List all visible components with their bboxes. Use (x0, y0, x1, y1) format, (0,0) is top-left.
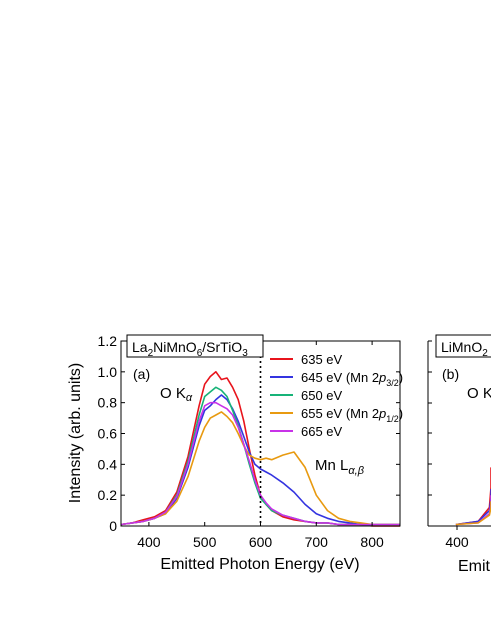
y-tick-label: 0.8 (98, 395, 118, 411)
x-tick-label: 400 (137, 534, 161, 550)
title-box-b (435, 334, 491, 358)
legend-label-645: 645 eV (Mn 2p3/2) (301, 370, 403, 388)
x-axis-title: Emitted Photon Energy (eV) (160, 556, 359, 573)
series-line-b-3 (455, 501, 491, 526)
chart-title: La2NiMnO6/SrTiO3 (132, 339, 248, 359)
x-axis-a: 400 500 600 700 800 (137, 341, 384, 550)
chart-panel-a: 400 500 600 700 800 0 0.2 0.4 0.6 0.8 1.0 1.2 La2N… (67, 333, 403, 573)
y-tick-label: 0.4 (98, 456, 118, 472)
x-tick-label-b-400: 400 (445, 534, 469, 550)
x-tick-label: 700 (305, 534, 329, 550)
chart-panel-b: 400 LiMnO2 (b) O K Emit (427, 334, 491, 575)
annotation-o-k-b: O K (467, 385, 491, 402)
x-tick-label: 600 (249, 534, 273, 550)
series-lines-b (455, 467, 491, 526)
annotation-o-k-alpha: O Kα (160, 385, 193, 404)
legend-label-665: 665 eV (301, 424, 343, 439)
y-ticks-b (428, 340, 432, 527)
y-tick-label: 0.2 (98, 487, 118, 503)
x-axis-title-b: Emit (458, 558, 491, 575)
annotation-mn-l: Mn Lα,β (315, 457, 365, 477)
x-tick-label: 500 (193, 534, 217, 550)
panel-label-a: (a) (133, 366, 150, 382)
legend-label-635: 635 eV (301, 352, 343, 367)
y-axis-a: 0 0.2 0.4 0.6 0.8 1.0 1.2 (98, 333, 400, 534)
legend-label-650: 650 eV (301, 388, 343, 403)
series-line-665 (120, 401, 400, 526)
x-tick-label: 800 (360, 534, 384, 550)
legend-label-655: 655 eV (Mn 2p1/2) (301, 406, 403, 424)
series-line-b-1 (455, 489, 491, 526)
title-box (126, 334, 264, 358)
y-tick-label: 1.0 (98, 364, 118, 380)
y-tick-label: 0 (109, 518, 117, 534)
chart-title-b: LiMnO2 (441, 339, 488, 359)
legend: 635 eV 645 eV (Mn 2p3/2) 650 eV 655 eV (… (270, 352, 403, 439)
y-axis-title: Intensity (arb. units) (67, 363, 84, 504)
series-line-b-2 (455, 495, 491, 526)
panel-label-b: (b) (442, 366, 459, 382)
y-tick-label: 1.2 (98, 333, 118, 349)
y-tick-label: 0.6 (98, 426, 118, 442)
series-lines-a (120, 370, 400, 527)
